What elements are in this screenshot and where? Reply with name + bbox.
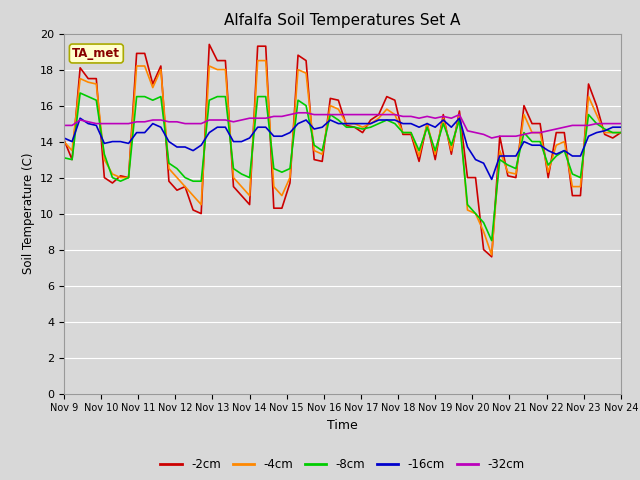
Legend: -2cm, -4cm, -8cm, -16cm, -32cm: -2cm, -4cm, -8cm, -16cm, -32cm bbox=[156, 454, 529, 476]
Y-axis label: Soil Temperature (C): Soil Temperature (C) bbox=[22, 153, 35, 275]
X-axis label: Time: Time bbox=[327, 419, 358, 432]
Title: Alfalfa Soil Temperatures Set A: Alfalfa Soil Temperatures Set A bbox=[224, 13, 461, 28]
Text: TA_met: TA_met bbox=[72, 47, 120, 60]
